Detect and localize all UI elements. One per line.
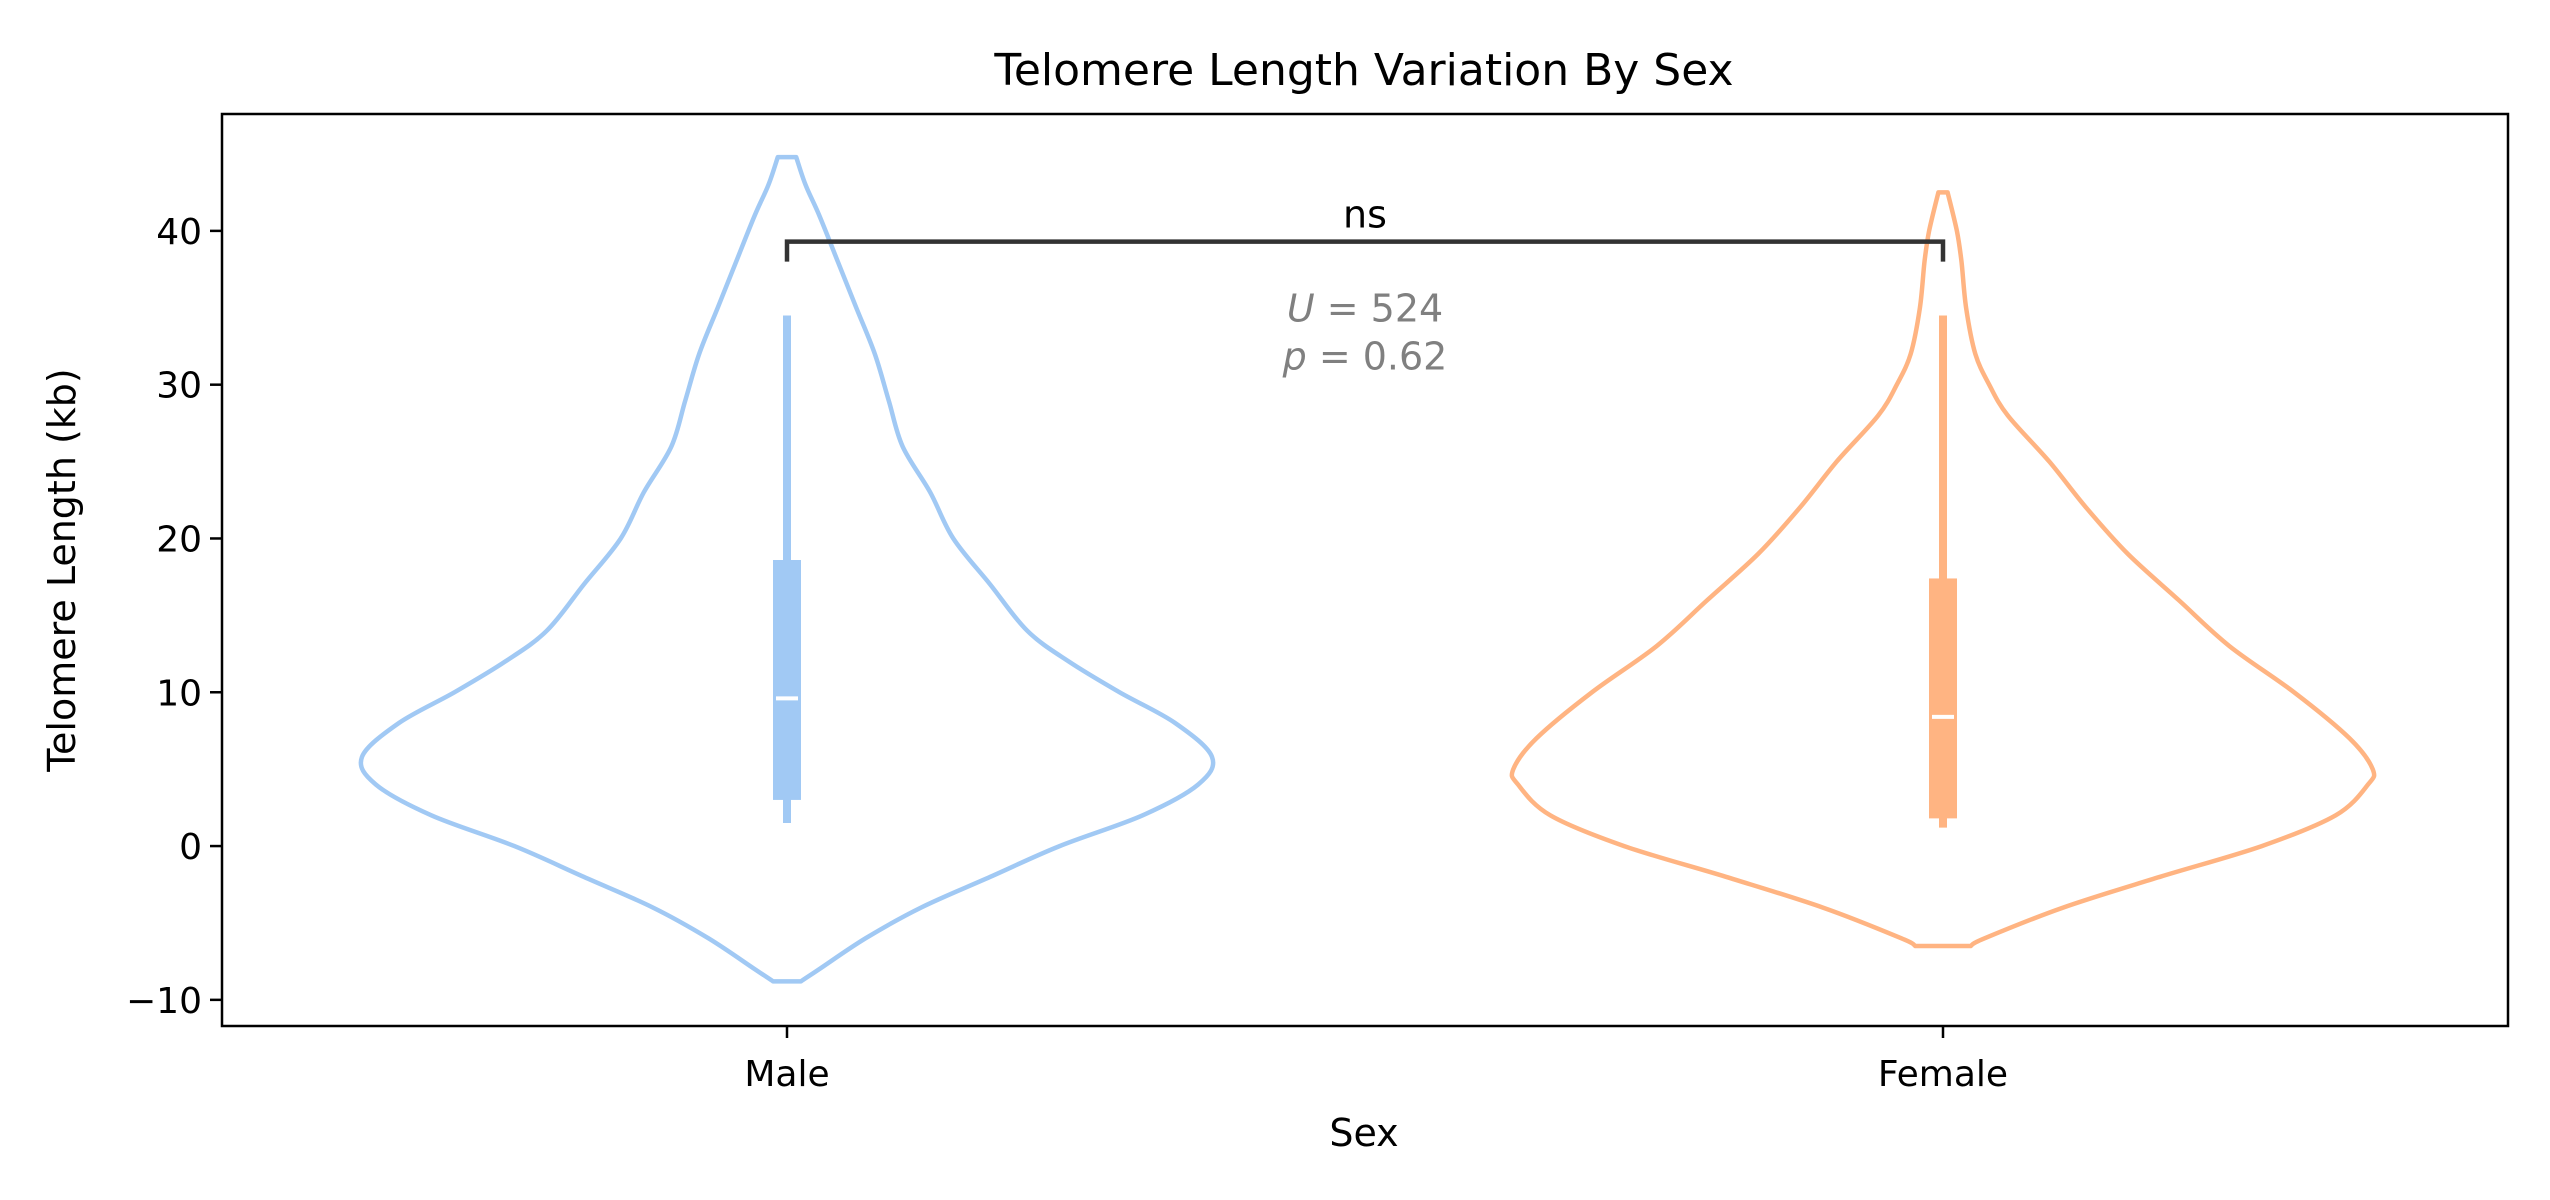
- x-tick-label: Male: [744, 1054, 829, 1095]
- y-tick-label: 30: [156, 366, 202, 407]
- violin-female: [1509, 190, 2377, 949]
- violin-iqr-box: [773, 560, 801, 800]
- significance-label: ns: [1343, 193, 1387, 237]
- violin-body: [358, 154, 1216, 984]
- chart-title: Telomere Length Variation By Sex: [993, 45, 1733, 96]
- plot-frame: [220, 112, 2510, 1028]
- violin-male: [358, 154, 1216, 984]
- violin-body: [1509, 190, 2377, 949]
- x-tick-label: Female: [1878, 1054, 2008, 1095]
- x-axis: Male Female: [744, 1026, 2008, 1095]
- x-axis-label: Sex: [1329, 1111, 1398, 1155]
- significance-bracket: [784, 239, 1946, 262]
- y-axis: −10 0 10 20 30 40: [126, 212, 222, 1022]
- y-axis-label: Telomere Length (kb): [40, 368, 84, 773]
- y-tick-label: 40: [156, 212, 202, 253]
- y-tick-label: 0: [179, 827, 202, 868]
- y-tick-label: 20: [156, 519, 202, 560]
- y-tick-label: 10: [156, 673, 202, 714]
- y-tick-label: −10: [126, 981, 202, 1022]
- stat-p: p = 0.62: [1282, 335, 1448, 379]
- violin-iqr-box: [1929, 578, 1957, 819]
- stat-u: U = 524: [1287, 287, 1443, 331]
